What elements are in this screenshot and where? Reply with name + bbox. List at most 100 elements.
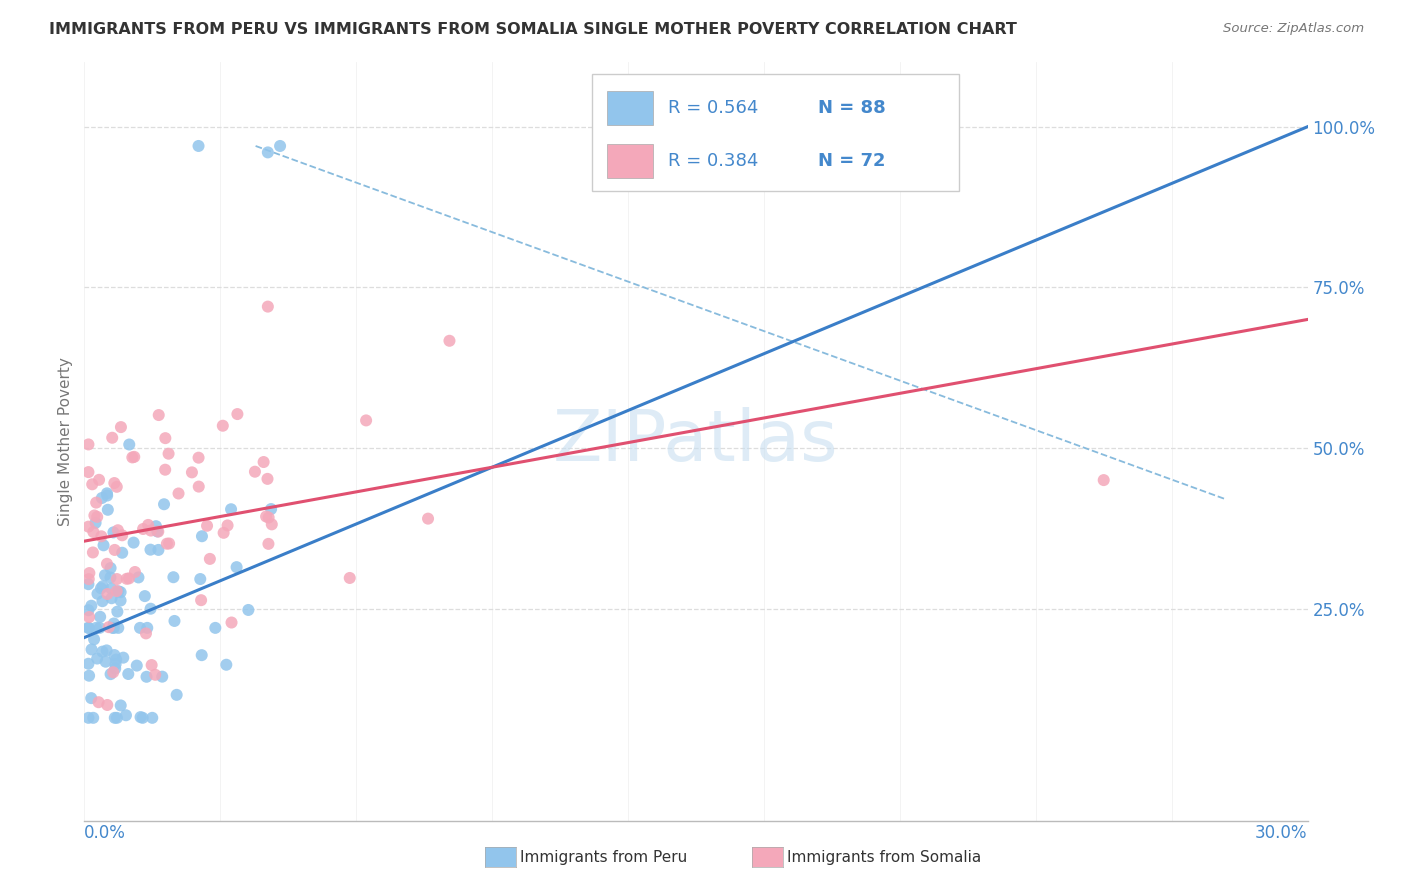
Point — [103, 525, 125, 540]
Point — [77, 621, 100, 635]
Text: Immigrants from Somalia: Immigrants from Somalia — [787, 850, 981, 864]
Point — [198, 552, 221, 566]
Point — [77, 711, 100, 725]
Point — [96, 557, 118, 571]
Point — [104, 657, 127, 672]
Point — [129, 621, 152, 635]
Point — [90, 581, 112, 595]
Point — [77, 519, 100, 533]
Point — [105, 480, 128, 494]
Point — [134, 589, 156, 603]
Point — [145, 519, 167, 533]
Point — [90, 529, 112, 543]
Point — [111, 546, 134, 560]
Point — [141, 711, 163, 725]
Point — [89, 609, 111, 624]
Point — [122, 450, 145, 464]
Point — [260, 517, 283, 532]
Point — [96, 489, 118, 503]
Point — [80, 599, 103, 613]
Point — [86, 509, 108, 524]
Point — [181, 466, 204, 480]
Point — [107, 621, 129, 635]
Point — [129, 710, 152, 724]
Point — [187, 450, 209, 465]
Point — [191, 529, 214, 543]
Point — [260, 502, 283, 516]
Text: N = 88: N = 88 — [818, 99, 886, 117]
Y-axis label: Single Mother Poverty: Single Mother Poverty — [58, 357, 73, 526]
Point — [153, 497, 176, 511]
Point — [167, 486, 190, 500]
Point — [80, 691, 103, 706]
Point — [212, 525, 235, 540]
Point — [79, 566, 101, 580]
Point — [146, 524, 169, 539]
Point — [211, 418, 233, 433]
Point — [77, 572, 100, 586]
Text: R = 0.384: R = 0.384 — [668, 152, 758, 170]
Point — [100, 561, 122, 575]
Point — [143, 667, 166, 681]
Point — [100, 667, 122, 681]
Point — [100, 591, 122, 606]
Point — [269, 139, 291, 153]
Point — [77, 621, 100, 635]
Point — [110, 698, 132, 713]
Point — [96, 486, 118, 500]
Point — [190, 593, 212, 607]
Point — [225, 560, 247, 574]
Point — [148, 408, 170, 422]
FancyBboxPatch shape — [592, 74, 959, 191]
Point — [103, 648, 125, 662]
Point — [77, 603, 100, 617]
Point — [96, 698, 118, 712]
Point — [439, 334, 461, 348]
Point — [257, 510, 280, 524]
Point — [252, 455, 274, 469]
Point — [100, 570, 122, 584]
Point — [221, 615, 243, 630]
Text: IMMIGRANTS FROM PERU VS IMMIGRANTS FROM SOMALIA SINGLE MOTHER POVERTY CORRELATIO: IMMIGRANTS FROM PERU VS IMMIGRANTS FROM … — [49, 22, 1017, 37]
Point — [100, 582, 122, 596]
Point — [157, 447, 180, 461]
Point — [77, 669, 100, 683]
Point — [77, 657, 100, 671]
Point — [103, 616, 125, 631]
Point — [139, 601, 162, 615]
Text: 0.0%: 0.0% — [84, 824, 127, 842]
Point — [110, 593, 132, 607]
Point — [215, 657, 238, 672]
Point — [127, 570, 149, 584]
Point — [112, 650, 135, 665]
Point — [105, 584, 128, 599]
Point — [91, 579, 114, 593]
Point — [82, 477, 104, 491]
Text: R = 0.564: R = 0.564 — [668, 99, 758, 117]
Point — [105, 572, 128, 586]
Point — [83, 508, 105, 523]
Point — [226, 407, 249, 421]
Point — [82, 524, 104, 539]
Point — [84, 621, 107, 635]
Point — [101, 621, 124, 635]
Point — [162, 570, 184, 584]
Point — [339, 571, 361, 585]
Point — [104, 543, 127, 558]
Point — [124, 565, 146, 579]
Point — [156, 537, 179, 551]
Point — [136, 621, 159, 635]
Point — [1092, 473, 1115, 487]
Point — [94, 655, 117, 669]
Point — [118, 437, 141, 451]
FancyBboxPatch shape — [606, 144, 654, 178]
Point — [97, 503, 120, 517]
Point — [153, 463, 176, 477]
Point — [157, 536, 180, 550]
Point — [118, 571, 141, 585]
Point — [148, 542, 170, 557]
Point — [135, 626, 157, 640]
Point — [187, 480, 209, 494]
Point — [163, 614, 186, 628]
Point — [97, 620, 120, 634]
